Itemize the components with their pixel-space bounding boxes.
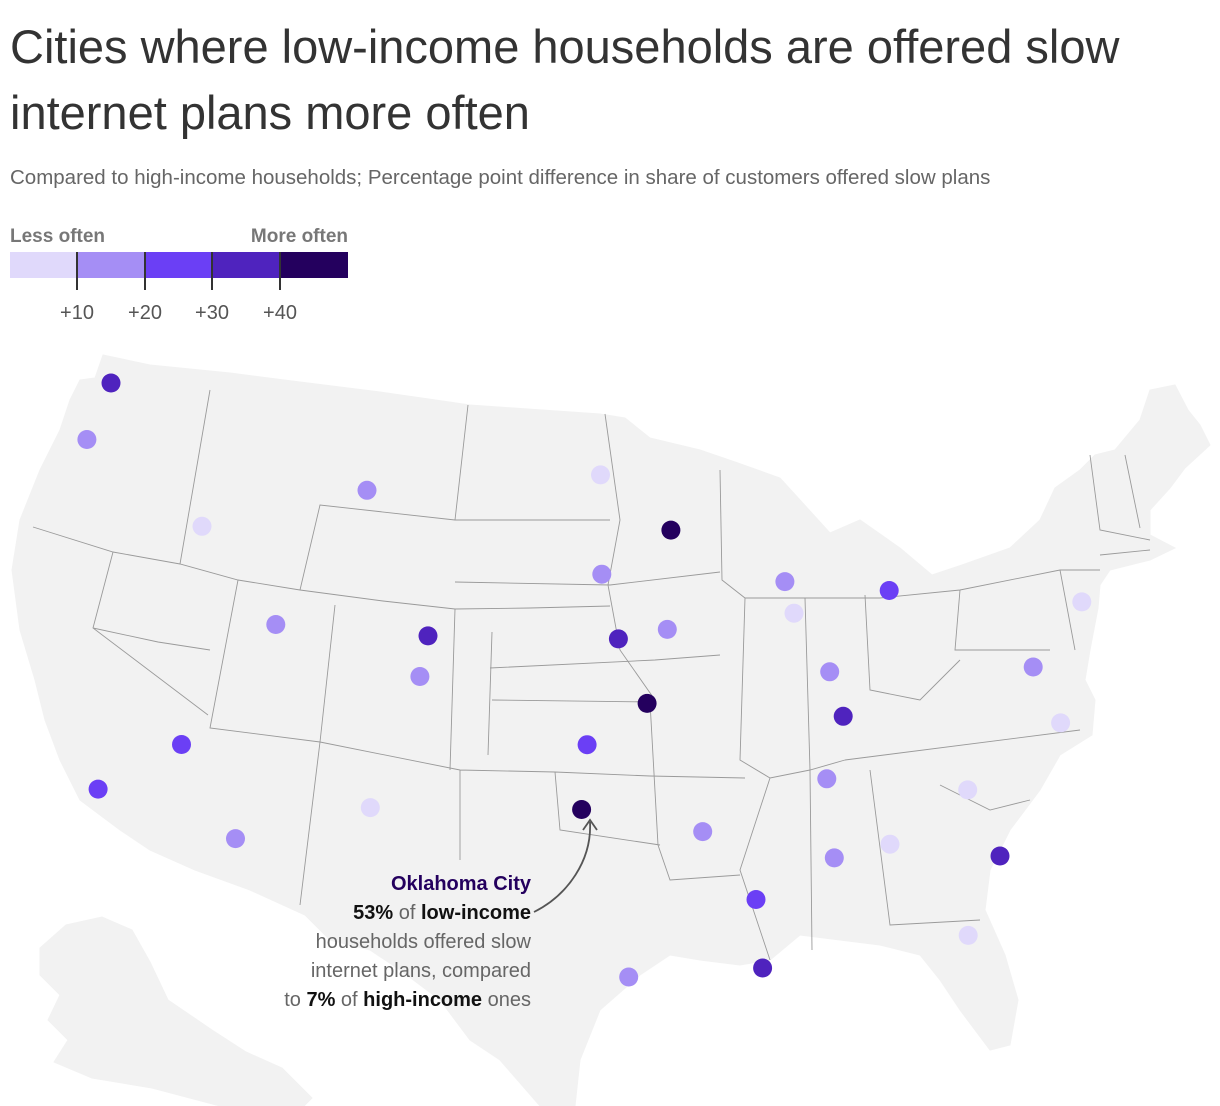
legend-tick-2 bbox=[144, 252, 146, 290]
city-dot-10 bbox=[410, 667, 430, 686]
city-dot-7 bbox=[88, 779, 108, 799]
annotation-line-2: households offered slow bbox=[315, 931, 531, 953]
legend-swatch-1 bbox=[10, 252, 78, 278]
city-dot-30 bbox=[880, 834, 900, 854]
chart-subtitle: Compared to high-income households; Perc… bbox=[10, 166, 991, 189]
city-dot-37 bbox=[1072, 592, 1092, 612]
annotation-arrowhead bbox=[582, 818, 598, 831]
us-map bbox=[11, 354, 1211, 1106]
city-dot-23 bbox=[746, 890, 766, 909]
city-dot-15 bbox=[608, 629, 628, 649]
state-border-lines bbox=[32, 389, 1151, 961]
annotation-high-pct: 7% bbox=[306, 989, 336, 1011]
city-dot-9 bbox=[360, 798, 380, 818]
legend-swatch-2 bbox=[77, 252, 146, 278]
legend-swatch-5 bbox=[280, 252, 348, 278]
annotation-to: to bbox=[284, 989, 307, 1011]
legend-color-bar bbox=[10, 252, 348, 278]
alaska-shape bbox=[39, 916, 313, 1106]
city-dot-11 bbox=[418, 626, 438, 646]
city-dot-1 bbox=[101, 373, 121, 393]
city-dot-12 bbox=[591, 465, 610, 485]
city-dot-33 bbox=[990, 846, 1010, 866]
legend-tick-1 bbox=[76, 252, 78, 290]
annotation-city: Oklahoma City bbox=[390, 873, 531, 895]
city-dot-5 bbox=[266, 615, 286, 634]
city-dot-2 bbox=[77, 430, 97, 449]
city-dot-8 bbox=[226, 829, 245, 849]
legend-high-label: More often bbox=[250, 226, 348, 247]
city-dot-22 bbox=[753, 958, 773, 978]
city-dot-29 bbox=[824, 848, 844, 868]
annotation-low-income: low-income bbox=[420, 902, 531, 924]
city-dots bbox=[77, 373, 1092, 987]
city-dot-26 bbox=[820, 662, 840, 682]
legend-swatch-3 bbox=[145, 252, 213, 278]
annotation-line-3: internet plans, compared bbox=[310, 960, 531, 982]
city-dot-25 bbox=[784, 603, 804, 623]
annotation-line-1: 53% of low-income bbox=[284, 899, 531, 928]
city-dot-14 bbox=[661, 520, 681, 540]
legend-tick-4 bbox=[279, 252, 281, 290]
legend-swatch-4 bbox=[212, 252, 281, 278]
city-dot-27 bbox=[833, 706, 853, 726]
annotation-line-4: to 7% of high-income ones bbox=[284, 986, 531, 1015]
oklahoma-city-annotation: Oklahoma City 53% of low-income househol… bbox=[284, 870, 531, 1015]
annotation-ones: ones bbox=[482, 989, 531, 1011]
city-dot-19 bbox=[572, 800, 592, 819]
annotation-city-name: Oklahoma City bbox=[284, 870, 531, 899]
city-dot-32 bbox=[958, 780, 978, 800]
chart-title: Cities where low-income households are o… bbox=[10, 20, 1120, 139]
city-dot-31 bbox=[879, 581, 899, 600]
state-borders bbox=[32, 389, 1151, 961]
city-dot-21 bbox=[693, 822, 713, 842]
annotation-arrow bbox=[533, 821, 591, 913]
annotation-high-income: high-income bbox=[363, 989, 483, 1011]
color-legend: Less often More often +10 +20 +30 +40 bbox=[10, 226, 350, 336]
city-dot-20 bbox=[619, 967, 639, 987]
legend-tick-3 bbox=[211, 252, 213, 290]
legend-tick-label-1: +10 bbox=[60, 302, 94, 324]
legend-tick-label-3: +30 bbox=[195, 302, 229, 324]
city-dot-13 bbox=[592, 564, 612, 584]
legend-tick-label-2: +20 bbox=[128, 302, 162, 324]
city-dot-24 bbox=[775, 572, 795, 592]
legend-tick-label-4: +40 bbox=[263, 302, 297, 324]
city-dot-16 bbox=[657, 619, 677, 639]
city-dot-36 bbox=[1051, 713, 1071, 733]
city-dot-28 bbox=[817, 769, 837, 789]
map-land bbox=[11, 354, 1211, 1106]
legend-low-label: Less often bbox=[10, 226, 106, 247]
annotation-of-1: of bbox=[393, 902, 421, 924]
city-dot-6 bbox=[172, 735, 191, 754]
annotation-low-pct: 53% bbox=[353, 902, 394, 924]
city-dot-3 bbox=[192, 516, 212, 536]
city-dot-18 bbox=[637, 693, 657, 713]
city-dot-35 bbox=[1023, 657, 1043, 677]
city-dot-4 bbox=[357, 480, 377, 500]
annotation-of-2: of bbox=[335, 989, 364, 1011]
city-dot-34 bbox=[958, 925, 978, 945]
contiguous-us-shape bbox=[11, 354, 1211, 1106]
city-dot-17 bbox=[577, 735, 597, 755]
